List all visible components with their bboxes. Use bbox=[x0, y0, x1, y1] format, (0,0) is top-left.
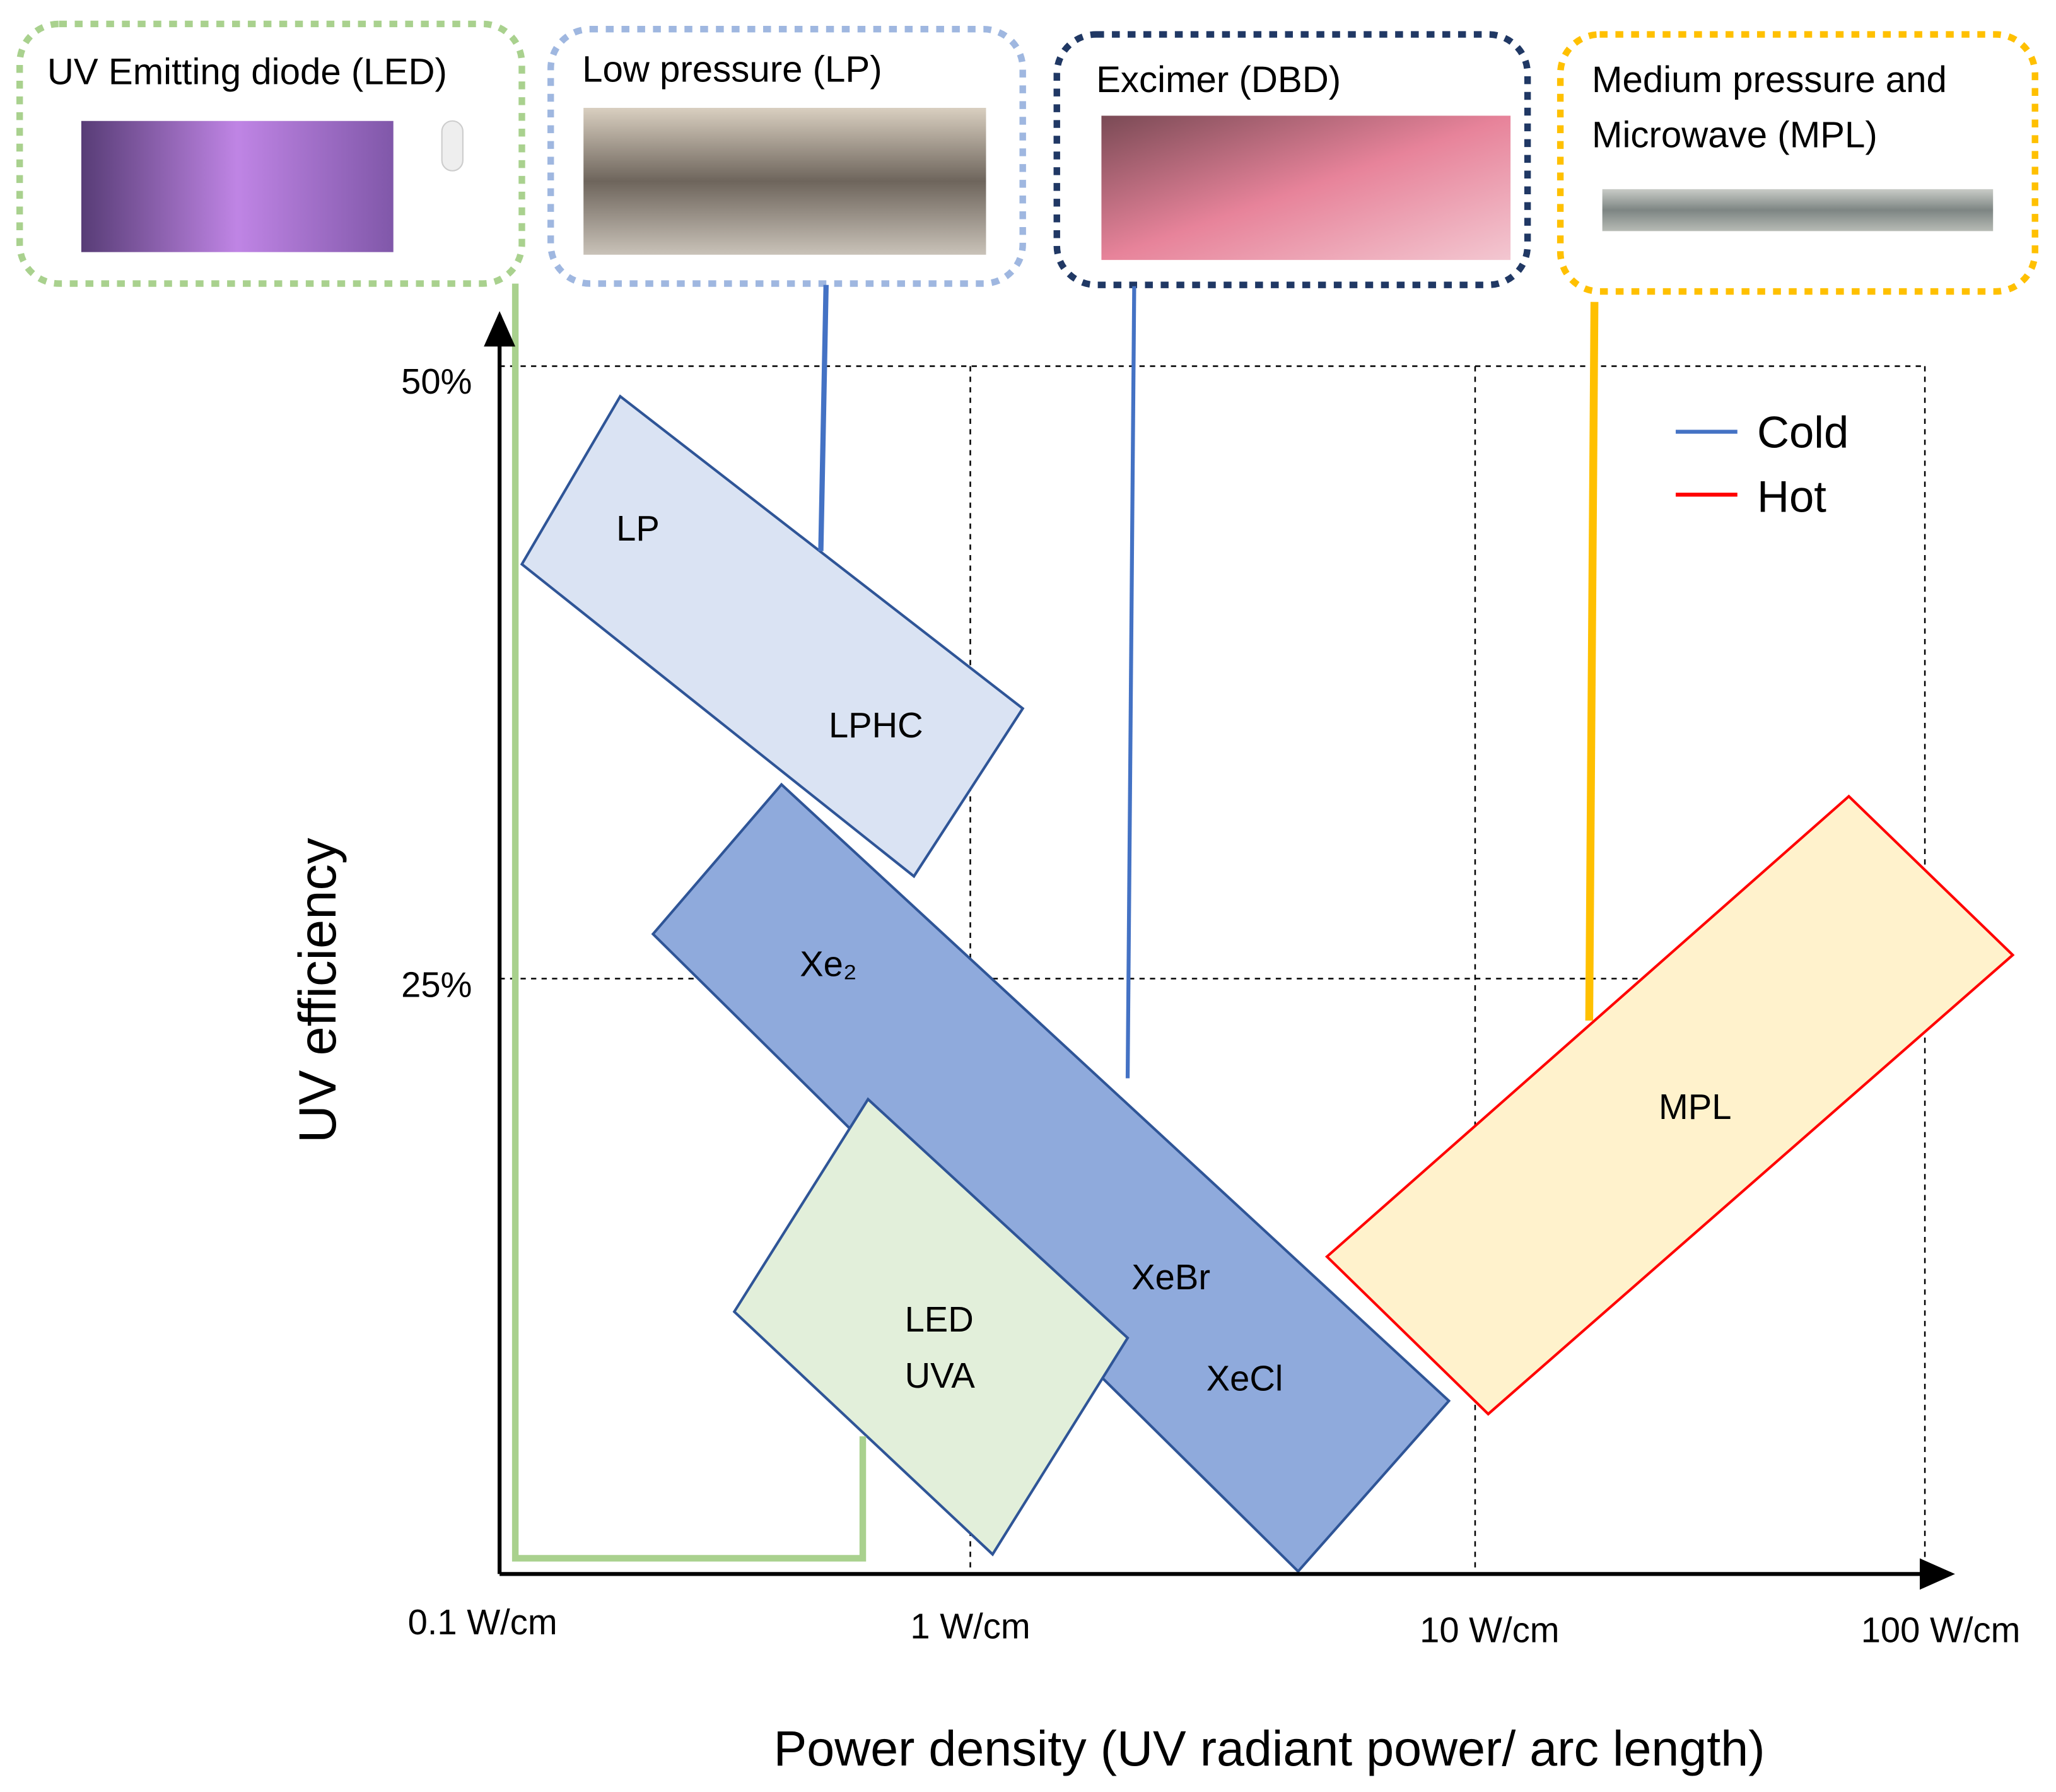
region-label: UVA bbox=[905, 1356, 976, 1395]
region-label: LPHC bbox=[829, 705, 923, 745]
region-label: Xe₂ bbox=[800, 944, 856, 983]
panel-frame bbox=[547, 26, 1026, 287]
panel-frame bbox=[1557, 31, 2038, 295]
region-mpl bbox=[1324, 794, 2015, 1416]
connector-excimer bbox=[1125, 286, 1136, 1079]
connector-lp bbox=[818, 284, 829, 551]
panel-led: UV Emitting diode (LED) bbox=[16, 20, 525, 287]
excimer-photo bbox=[1101, 115, 1511, 261]
panel-frame bbox=[16, 20, 525, 287]
legend: Cold Hot bbox=[1676, 407, 1849, 521]
panel-excimer: Excimer (DBD) bbox=[1053, 31, 1531, 288]
panel-lp: Low pressure (LP) bbox=[547, 26, 1026, 287]
region-label: LED bbox=[905, 1299, 974, 1339]
connector-mpl bbox=[1585, 302, 1599, 1021]
y-tick-label: 25% bbox=[401, 965, 472, 1005]
x-axis-label: Power density (UV radiant power/ arc len… bbox=[774, 1720, 1765, 1776]
panel-label: Medium pressure and bbox=[1592, 59, 1947, 100]
region-label: LP bbox=[616, 508, 660, 548]
panel-label: UV Emitting diode (LED) bbox=[47, 52, 447, 93]
connector-led bbox=[511, 283, 867, 1562]
region-led bbox=[732, 1097, 1130, 1557]
y-tick-label: 50% bbox=[401, 361, 472, 401]
lp-photo bbox=[583, 107, 986, 255]
legend-label: Cold bbox=[1757, 407, 1849, 457]
panel-mpl: Medium pressure and Microwave (MPL) bbox=[1557, 31, 2038, 295]
mpl-photo bbox=[1602, 189, 1994, 231]
panel-label: Excimer (DBD) bbox=[1096, 59, 1341, 100]
panel-frame bbox=[1053, 31, 1531, 288]
y-axis-label: UV efficiency bbox=[288, 838, 347, 1143]
legend-label: Hot bbox=[1757, 471, 1826, 521]
x-tick-label: 0.1 W/cm bbox=[408, 1602, 558, 1642]
region-lp bbox=[520, 394, 1025, 879]
region-label: XeBr bbox=[1131, 1257, 1210, 1297]
region-label: MPL bbox=[1659, 1087, 1731, 1127]
region-label: XeCl bbox=[1206, 1358, 1283, 1398]
x-tick-label: 10 W/cm bbox=[1420, 1610, 1559, 1649]
x-tick-label: 100 W/cm bbox=[1861, 1610, 2021, 1649]
x-tick-label: 1 W/cm bbox=[910, 1606, 1030, 1646]
panel-label: Microwave (MPL) bbox=[1592, 114, 1878, 155]
led-photo bbox=[81, 120, 394, 252]
led-icon bbox=[441, 120, 464, 172]
panel-label: Low pressure (LP) bbox=[582, 49, 882, 90]
